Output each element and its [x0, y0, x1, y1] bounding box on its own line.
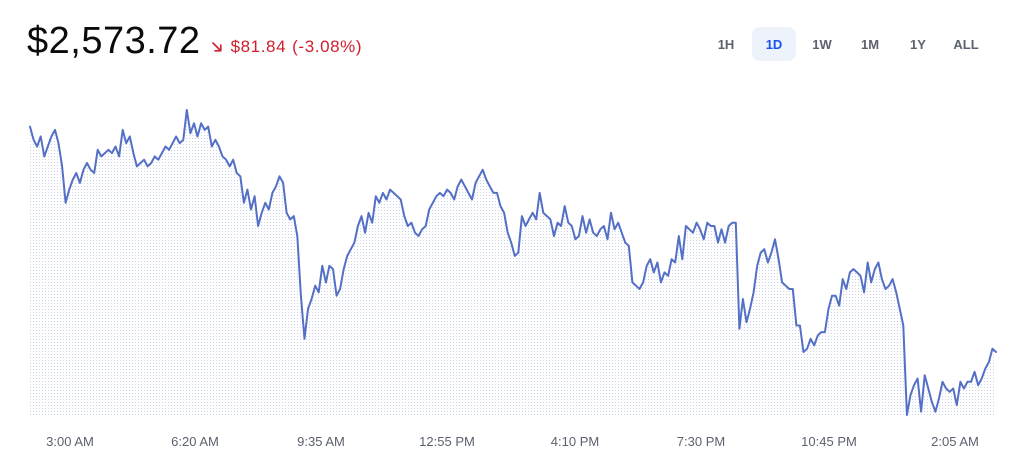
- x-axis-label: 9:35 AM: [297, 434, 345, 449]
- price-line: [29, 109, 997, 416]
- x-axis-label: 12:55 PM: [419, 434, 475, 449]
- x-axis-label: 3:00 AM: [46, 434, 94, 449]
- range-1m-button[interactable]: 1M: [860, 36, 880, 52]
- chart-area-fill: [30, 110, 996, 415]
- range-1h-button[interactable]: 1H: [717, 36, 735, 52]
- range-1w-button[interactable]: 1W: [812, 36, 832, 52]
- x-axis-label: 7:30 PM: [677, 434, 725, 449]
- range-1d-button[interactable]: 1D: [752, 27, 796, 61]
- range-1y-button[interactable]: 1Y: [910, 36, 926, 52]
- change-percent: (-3.08%): [292, 37, 363, 56]
- price-header: $2,573.72 $81.84 (-3.08%): [27, 18, 362, 64]
- x-axis-label: 10:45 PM: [801, 434, 857, 449]
- price-chart-svg[interactable]: 3:00 AM 6:20 AM 9:35 AM 12:55 PM 4:10 PM 7:30…: [0, 90, 1024, 469]
- current-price: $2,573.72: [27, 20, 201, 62]
- price-chart[interactable]: 3:00 AM 6:20 AM 9:35 AM 12:55 PM 4:10 PM 7:30…: [0, 90, 1024, 469]
- price-change: $81.84 (-3.08%): [211, 37, 363, 57]
- x-axis-label: 6:20 AM: [171, 434, 219, 449]
- x-axis-label: 2:05 AM: [931, 434, 979, 449]
- arrow-down-right-icon: [211, 42, 222, 52]
- range-all-button[interactable]: ALL: [953, 36, 979, 52]
- change-amount: $81.84: [230, 37, 287, 56]
- time-range-selector: 1H 1D 1W 1M 1Y ALL: [704, 27, 988, 61]
- x-axis: 3:00 AM 6:20 AM 9:35 AM 12:55 PM 4:10 PM 7:30…: [46, 434, 979, 449]
- x-axis-label: 4:10 PM: [551, 434, 599, 449]
